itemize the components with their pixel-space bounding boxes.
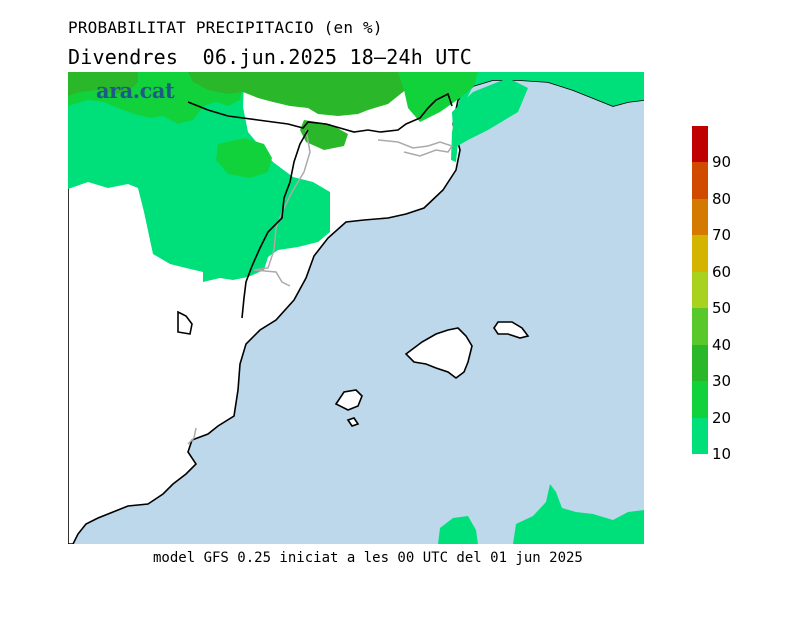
legend-swatch — [692, 344, 708, 382]
precip-area-south — [438, 516, 478, 544]
legend-tick-label: 10 — [712, 445, 732, 463]
precip-core-2 — [68, 72, 138, 96]
legend-tick-label: 60 — [712, 262, 732, 281]
legend-tick-label: 70 — [712, 226, 732, 245]
legend-swatch — [692, 162, 708, 199]
region-border-pyrenees — [377, 139, 454, 157]
border-aragon-catalonia — [241, 129, 309, 319]
legend-swatch — [692, 381, 708, 418]
legend-swatch — [692, 126, 708, 163]
region-border-south — [187, 427, 197, 445]
precip-area-north — [68, 72, 330, 282]
precip-area-northeast — [451, 72, 644, 162]
island-mallorca — [404, 327, 473, 379]
model-info: model GFS 0.25 iniciat a les 00 UTC del … — [153, 550, 583, 566]
ara-cat-logo: ara.cat — [96, 78, 175, 103]
legend-tick-label: 20 — [712, 408, 732, 427]
precip-core-3 — [188, 72, 413, 116]
island-ibiza — [334, 389, 363, 411]
legend-tick-label: 30 — [712, 372, 732, 391]
probability-legend: 10 20 30 40 50 60 70 80 90 — [692, 126, 731, 463]
precip-core-5 — [216, 138, 272, 178]
map-title: PROBABILITAT PRECIPITACIO (en %) — [68, 18, 383, 37]
border-france-spain — [187, 92, 453, 133]
region-border-catalonia — [253, 129, 311, 287]
probability-map — [68, 72, 644, 544]
legend-swatch — [692, 271, 708, 309]
legend-swatch — [692, 198, 708, 236]
legend-tick-label: 40 — [712, 335, 732, 354]
border-valencia — [177, 310, 193, 335]
legend-swatch — [692, 308, 708, 345]
precip-core-6 — [398, 72, 478, 122]
legend-swatch — [692, 417, 708, 454]
legend-swatch — [692, 235, 708, 272]
island-menorca — [493, 321, 530, 339]
legend-tick-label: 90 — [712, 153, 732, 172]
forecast-period: Divendres 06.jun.2025 18–24h UTC — [68, 45, 472, 69]
precip-area-southeast — [513, 484, 644, 544]
legend-tick-label: 50 — [712, 299, 732, 318]
precip-area-coast-strip — [452, 78, 528, 148]
island-formentera — [346, 417, 360, 427]
legend-tick-label: 80 — [712, 189, 732, 208]
